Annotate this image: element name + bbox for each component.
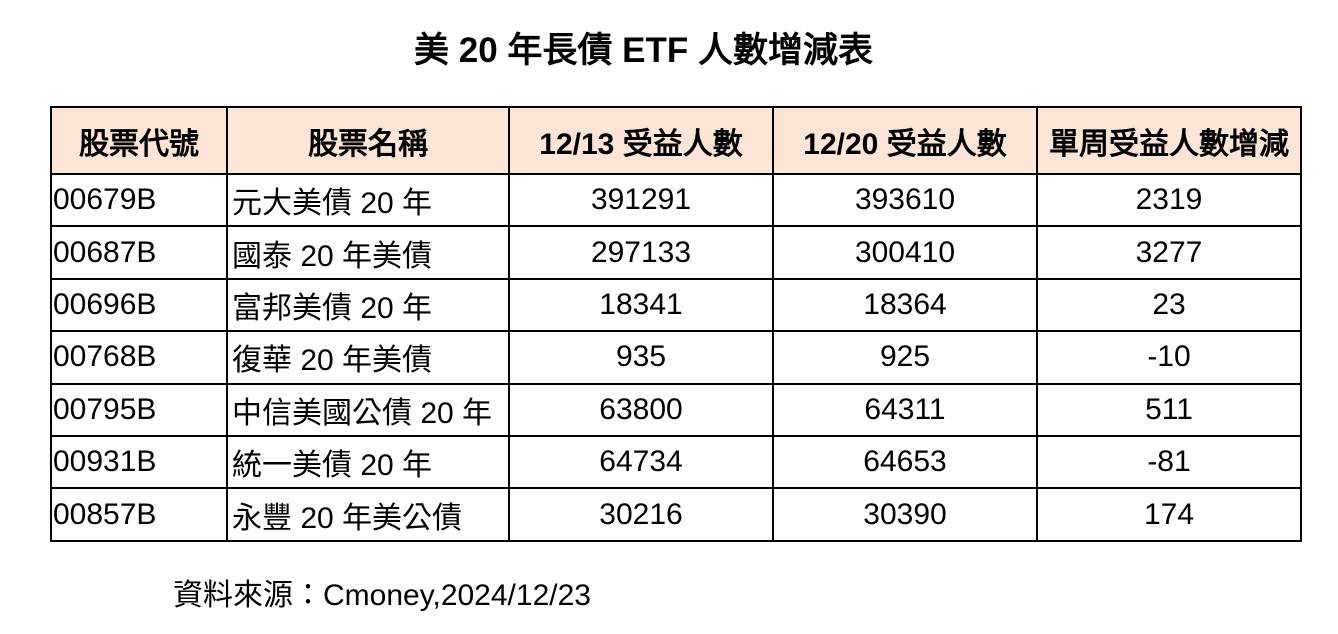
cell-holders-1213: 30216: [508, 487, 774, 542]
page-title: 美 20 年長債 ETF 人數增減表: [414, 31, 873, 70]
table-row: 00795B 中信美國公債 20 年 63800 64311 511: [50, 382, 1302, 437]
cell-weekly-change: 23: [1036, 277, 1302, 333]
cell-holders-1213: 18341: [508, 277, 774, 333]
col-header-weekly-change: 單周受益人數增減: [1036, 106, 1302, 175]
table-row: 00679B 元大美債 20 年 391291 393610 2319: [50, 172, 1302, 228]
cell-stock-code: 00768B: [50, 330, 228, 385]
cell-stock-code: 00696B: [50, 277, 228, 333]
cell-stock-code: 00795B: [50, 382, 228, 437]
cell-holders-1213: 935: [508, 330, 774, 385]
col-header-stock-name: 股票名稱: [226, 106, 510, 175]
cell-holders-1220: 300410: [772, 225, 1038, 280]
table-header-row: 股票代號 股票名稱 12/13 受益人數 12/20 受益人數 單周受益人數增減: [50, 106, 1302, 175]
cell-holders-1220: 925: [772, 330, 1038, 385]
cell-stock-name: 富邦美債 20 年: [226, 277, 510, 333]
cell-holders-1213: 64734: [508, 434, 774, 490]
table-body: 00679B 元大美債 20 年 391291 393610 2319 00687B 國泰 …: [50, 172, 1302, 542]
cell-stock-name: 國泰 20 年美債: [226, 225, 510, 280]
cell-stock-name: 統一美債 20 年: [226, 434, 510, 490]
cell-weekly-change: -81: [1036, 434, 1302, 490]
cell-holders-1220: 18364: [772, 277, 1038, 333]
col-header-holders-1220: 12/20 受益人數: [772, 106, 1038, 175]
cell-holders-1220: 30390: [772, 487, 1038, 542]
cell-holders-1220: 64311: [772, 382, 1038, 437]
table-row: 00687B 國泰 20 年美債 297133 300410 3277: [50, 225, 1302, 280]
cell-stock-code: 00857B: [50, 487, 228, 542]
cell-stock-name: 中信美國公債 20 年: [226, 382, 510, 437]
cell-stock-code: 00931B: [50, 434, 228, 490]
cell-weekly-change: 2319: [1036, 172, 1302, 228]
cell-holders-1220: 393610: [772, 172, 1038, 228]
table-header: 股票代號 股票名稱 12/13 受益人數 12/20 受益人數 單周受益人數增減: [50, 106, 1302, 175]
col-header-holders-1213: 12/13 受益人數: [508, 106, 774, 175]
cell-stock-name: 元大美債 20 年: [226, 172, 510, 228]
cell-weekly-change: 174: [1036, 487, 1302, 542]
table-row: 00931B 統一美債 20 年 64734 64653 -81: [50, 434, 1302, 490]
cell-holders-1213: 391291: [508, 172, 774, 228]
cell-holders-1213: 297133: [508, 225, 774, 280]
cell-holders-1213: 63800: [508, 382, 774, 437]
cell-stock-code: 00679B: [50, 172, 228, 228]
table-row: 00696B 富邦美債 20 年 18341 18364 23: [50, 277, 1302, 333]
col-header-stock-code: 股票代號: [50, 106, 228, 175]
table-row: 00857B 永豐 20 年美公債 30216 30390 174: [50, 487, 1302, 542]
cell-stock-code: 00687B: [50, 225, 228, 280]
cell-weekly-change: -10: [1036, 330, 1302, 385]
cell-stock-name: 復華 20 年美債: [226, 330, 510, 385]
table-row: 00768B 復華 20 年美債 935 925 -10: [50, 330, 1302, 385]
cell-weekly-change: 511: [1036, 382, 1302, 437]
etf-holders-table: 股票代號 股票名稱 12/13 受益人數 12/20 受益人數 單周受益人數增減 006…: [50, 106, 1302, 542]
cell-weekly-change: 3277: [1036, 225, 1302, 280]
cell-stock-name: 永豐 20 年美公債: [226, 487, 510, 542]
data-source-note: 資料來源：Cmoney,2024/12/23: [173, 579, 591, 612]
cell-holders-1220: 64653: [772, 434, 1038, 490]
